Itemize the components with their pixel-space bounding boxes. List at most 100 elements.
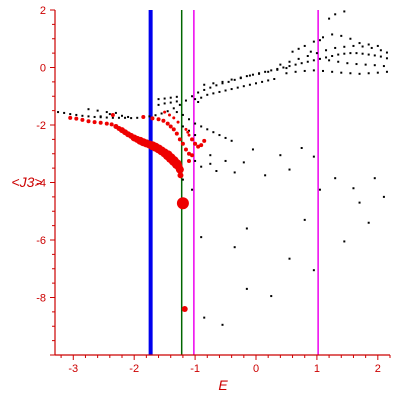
red-point-44 — [180, 141, 185, 146]
red-point-31 — [177, 172, 184, 179]
black-point-181 — [270, 295, 273, 298]
black-point-67 — [157, 98, 160, 101]
black-point-123 — [322, 36, 324, 39]
black-point-126 — [349, 37, 352, 40]
vertical-reference-lines — [148, 10, 319, 355]
red-point-51 — [184, 127, 188, 131]
red-point-39 — [165, 121, 170, 126]
red-point-0 — [68, 115, 73, 120]
black-point-164 — [242, 161, 245, 164]
black-point-63 — [157, 103, 160, 106]
black-point-96 — [279, 63, 282, 66]
red-point-46 — [187, 151, 191, 156]
black-point-83 — [261, 80, 264, 83]
black-point-68 — [163, 97, 166, 100]
black-point-6 — [93, 115, 96, 118]
black-point-95 — [285, 67, 288, 70]
black-point-42 — [312, 59, 315, 62]
black-point-130 — [334, 13, 337, 16]
black-point-series — [57, 10, 388, 326]
black-point-50 — [361, 52, 364, 55]
red-point-48 — [168, 113, 172, 117]
black-point-16 — [154, 114, 157, 117]
black-point-9 — [111, 116, 114, 119]
red-point-43 — [177, 137, 182, 142]
black-point-75 — [212, 92, 215, 95]
y-axis-title: <J3> — [11, 174, 42, 190]
black-point-178 — [367, 221, 370, 224]
black-point-169 — [300, 147, 303, 149]
black-point-90 — [239, 76, 242, 79]
red-point-47 — [163, 110, 167, 114]
black-point-70 — [175, 95, 178, 98]
red-point-50 — [176, 120, 180, 124]
black-point-137 — [328, 59, 331, 62]
black-point-151 — [218, 134, 221, 137]
black-point-60 — [108, 113, 111, 116]
black-point-81 — [248, 83, 251, 86]
black-point-49 — [355, 52, 358, 55]
black-point-163 — [233, 171, 236, 174]
x-tick-label: -1 — [190, 363, 200, 375]
black-point-47 — [343, 52, 346, 55]
x-axis-title: E — [218, 377, 228, 393]
black-point-82 — [255, 82, 257, 85]
black-point-162 — [224, 159, 227, 162]
black-point-71 — [194, 98, 197, 101]
black-point-61 — [121, 114, 123, 117]
black-point-155 — [188, 129, 190, 132]
black-point-55 — [87, 108, 90, 111]
black-point-97 — [288, 60, 291, 63]
black-point-111 — [303, 69, 306, 72]
black-point-8 — [105, 116, 108, 119]
black-point-0 — [57, 111, 60, 114]
black-point-26 — [215, 84, 218, 87]
black-point-140 — [355, 63, 358, 66]
red-point-54 — [190, 137, 195, 142]
black-point-120 — [385, 70, 388, 73]
black-point-73 — [200, 96, 203, 99]
black-point-149 — [206, 128, 209, 131]
black-point-112 — [312, 69, 315, 72]
black-point-93 — [267, 70, 270, 73]
black-point-106 — [370, 46, 373, 49]
black-point-138 — [337, 60, 340, 63]
black-point-15 — [148, 115, 151, 118]
black-point-177 — [358, 201, 361, 204]
black-point-174 — [382, 195, 385, 198]
black-point-69 — [169, 96, 172, 99]
black-point-148 — [200, 125, 203, 128]
black-point-133 — [291, 50, 294, 53]
black-point-17 — [160, 112, 163, 115]
black-point-152 — [224, 136, 227, 139]
black-point-59 — [99, 115, 102, 118]
black-point-31 — [245, 75, 248, 78]
black-point-34 — [264, 70, 267, 73]
black-point-102 — [334, 46, 337, 49]
black-point-161 — [215, 170, 218, 172]
black-point-89 — [230, 78, 233, 81]
black-point-116 — [349, 72, 352, 75]
black-point-132 — [328, 17, 331, 20]
black-point-188 — [245, 227, 248, 230]
red-point-45 — [183, 147, 188, 152]
black-point-58 — [114, 111, 117, 114]
red-point-59 — [187, 158, 191, 163]
black-point-143 — [382, 65, 385, 68]
black-point-131 — [343, 10, 346, 13]
red-point-7 — [109, 122, 114, 127]
black-point-168 — [288, 168, 291, 171]
black-point-100 — [315, 52, 318, 55]
black-point-117 — [358, 72, 361, 75]
red-point-49 — [172, 116, 176, 120]
black-point-21 — [184, 99, 187, 102]
black-point-108 — [385, 51, 388, 54]
black-point-19 — [172, 107, 175, 110]
y-tick-label: 0 — [40, 63, 46, 75]
black-point-124 — [331, 33, 334, 36]
red-point-series — [68, 110, 207, 312]
black-point-51 — [367, 53, 370, 56]
black-point-86 — [203, 83, 206, 86]
black-point-180 — [312, 269, 315, 272]
